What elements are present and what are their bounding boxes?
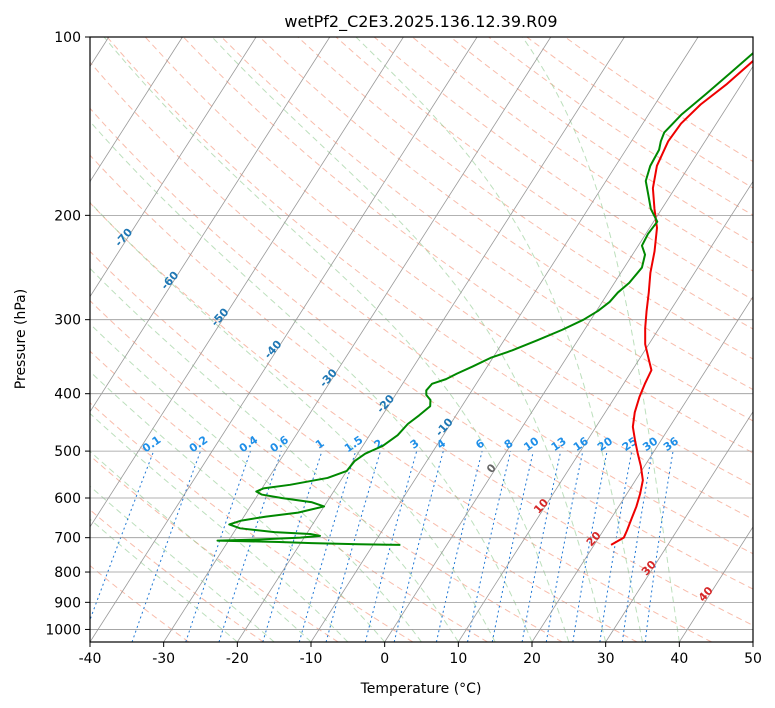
dry-adiabat-line: [373, 37, 753, 301]
isotherm-line: [531, 295, 753, 642]
y-tick-label: 800: [54, 565, 81, 581]
mixing-ratio-line: [545, 450, 584, 642]
moist-adiabat-line: [211, 37, 607, 642]
moist-adiabat-line: [355, 37, 643, 642]
isotherm-line: [236, 37, 625, 642]
dry-adiabat-line: [297, 37, 753, 360]
y-tick-label: 500: [54, 444, 81, 460]
x-tick-label: -30: [152, 651, 175, 667]
x-tick-label: 0: [380, 651, 389, 667]
y-tick-label: 700: [54, 531, 81, 547]
x-tick-label: -10: [300, 651, 323, 667]
dry-adiabat-line: [90, 202, 712, 642]
isotherm-line: [310, 37, 699, 642]
profile-lines: [216, 51, 753, 546]
mixing-ratio-line: [435, 450, 483, 642]
dry-adiabat-line: [90, 564, 190, 642]
dry-adiabat-line: [259, 37, 753, 391]
mixing-ratio-line: [298, 450, 357, 642]
isotherm-line: [384, 65, 753, 642]
mixing-ratio-line: [521, 450, 562, 642]
mixing-ratio-line: [467, 450, 512, 642]
x-tick-label: 10: [449, 651, 467, 667]
dry-adiabat-line: [90, 509, 264, 642]
moist-adiabat-line: [90, 120, 533, 642]
y-tick-label: 400: [54, 387, 81, 403]
moist-adiabat-line: [90, 267, 459, 642]
moist-adiabat-line: [90, 412, 349, 642]
x-tick-label: 50: [744, 651, 762, 667]
isotherm-line: [678, 526, 753, 642]
x-axis: -40 -30 -20 -10 0 10 20 30 40 50: [79, 642, 762, 667]
moist-adiabat-line: [522, 37, 680, 642]
dry-adiabat-line: [90, 454, 339, 642]
y-tick-label: 1000: [45, 622, 81, 638]
y-tick-label: 300: [54, 313, 81, 329]
isotherm-line: [605, 410, 753, 642]
moist-adiabat-line: [90, 485, 275, 642]
y-tick-label: 900: [54, 595, 81, 611]
mixing-ratio-line: [364, 450, 418, 642]
dry-adiabat-line: [90, 154, 753, 626]
mixing-ratio-line: [262, 450, 323, 642]
dry-adiabat-line: [90, 300, 563, 642]
y-tick-label: 200: [54, 208, 81, 224]
x-axis-title: Temperature (°C): [360, 681, 482, 697]
dewpoint-profile-line: [216, 51, 753, 546]
plot-frame: [89, 36, 754, 643]
isotherm-line: [90, 37, 331, 413]
y-axis: 100 200 300 400 500 600 700 800 900 1000: [45, 30, 90, 638]
mixing-ratio-line: [218, 450, 282, 642]
dry-adiabat-line: [90, 107, 753, 590]
y-tick-label: 100: [54, 30, 81, 46]
moist-adiabat-line: [103, 37, 570, 642]
moist-adiabat-line: [90, 370, 386, 642]
x-tick-label: -40: [79, 651, 102, 667]
y-tick-label: 600: [54, 491, 81, 507]
isotherm-line: [90, 37, 404, 528]
isotherm-line: [90, 37, 478, 642]
mixing-ratio-line: [185, 450, 251, 642]
mixing-ratio-line: [491, 450, 534, 642]
isotherm-line: [457, 180, 753, 642]
isotherm-line: [90, 37, 257, 298]
x-tick-label: 30: [597, 651, 615, 667]
x-tick-label: 40: [670, 651, 688, 667]
dry-adiabat-line: [90, 250, 638, 642]
mixing-ratio-line: [325, 450, 381, 642]
dry-adiabat-line: [106, 37, 753, 520]
y-axis-title: Pressure (hPa): [13, 289, 29, 389]
temperature-profile-line: [610, 59, 753, 546]
moist-adiabat-line: [90, 518, 238, 642]
chart-title: wetPf2_C2E3.2025.136.12.39.R09: [284, 12, 557, 32]
gridlines: [90, 37, 753, 642]
dry-adiabat-line: [221, 37, 753, 422]
isotherm-line: [90, 37, 183, 183]
dry-adiabat-line: [90, 350, 488, 642]
x-tick-label: 20: [523, 651, 541, 667]
mixing-ratio-line: [393, 450, 444, 642]
x-tick-label: -20: [226, 651, 249, 667]
